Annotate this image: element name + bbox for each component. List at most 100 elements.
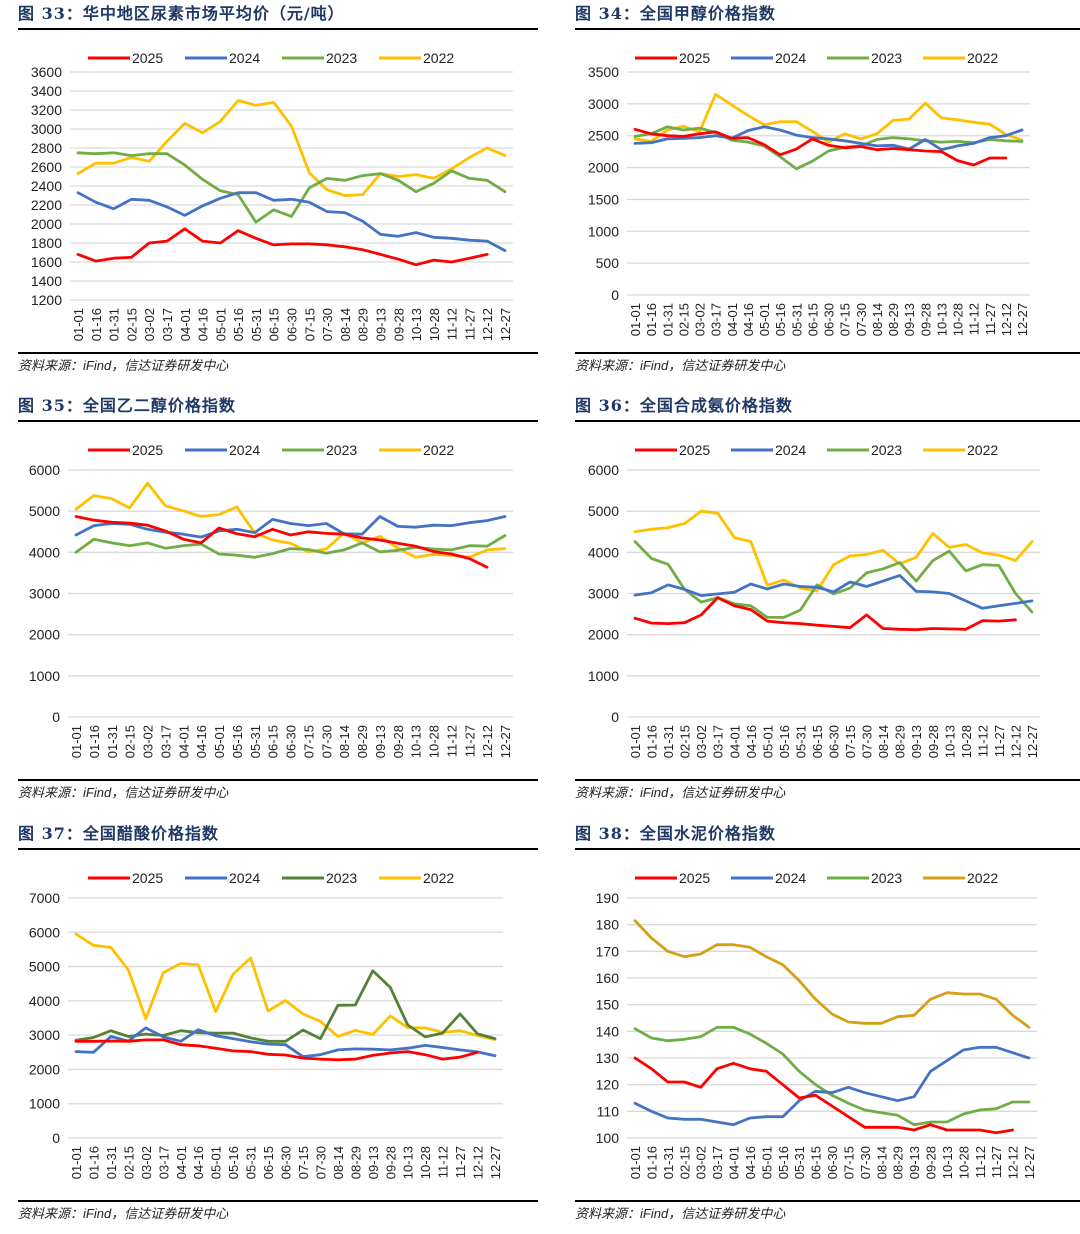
gridlines: [627, 71, 1030, 296]
x-tick-label: 03-02: [139, 1146, 154, 1179]
x-tick-label: 06-15: [810, 725, 825, 758]
x-tick-label: 10-13: [401, 1146, 416, 1179]
x-tick-label: 07-15: [301, 725, 316, 758]
line-chart: 1200 1400 1600 1800 2000 2200 2400 2600 2800 3000…: [31, 50, 513, 341]
legend-item-2022: 2022: [923, 442, 998, 458]
x-tick-label: 12-12: [1008, 725, 1023, 758]
x-tick-label: 12-12: [480, 725, 495, 758]
source-prefix: 资料来源：: [575, 359, 641, 374]
source-rule: [18, 779, 538, 781]
legend-item-2023: 2023: [282, 442, 357, 458]
legend: 2025 2024 2023 2022: [88, 50, 454, 66]
x-tick-label: 11-12: [973, 1146, 988, 1178]
x-tick-label: 11-27: [462, 725, 477, 757]
x-tick-label: 07-30: [320, 308, 335, 341]
chart-panel-fig33: 图 33：华中地区尿素市场平均价（元/吨） 1200 1400 1600 1800 20…: [18, 0, 538, 390]
x-axis: 01-01 01-16 01-31 02-15 03-02 03-17 04-01 04-16…: [628, 725, 1040, 758]
legend-label: 2025: [132, 870, 163, 886]
y-tick-label: 3500: [588, 64, 619, 80]
x-tick-label: 04-01: [178, 308, 193, 341]
x-tick-label: 08-29: [348, 1146, 363, 1179]
x-tick-label: 07-30: [860, 725, 875, 758]
x-tick-label: 05-16: [777, 725, 792, 758]
x-tick-label: 11-12: [967, 303, 982, 335]
legend-item-2022: 2022: [379, 442, 454, 458]
x-tick-label: 07-30: [854, 303, 869, 336]
title-rule: [18, 420, 538, 422]
chart-panel-fig37: 图 37：全国醋酸价格指数 0 1000 2000 3000 4000 5000 6000 7…: [18, 820, 538, 1234]
gridlines: [68, 897, 503, 1139]
legend-label: 2022: [423, 870, 454, 886]
legend-label: 2024: [229, 442, 260, 458]
y-tick-label: 3200: [31, 102, 62, 118]
x-tick-label: 11-12: [975, 725, 990, 757]
source-rule: [18, 352, 538, 354]
x-tick-label: 09-13: [907, 1146, 922, 1179]
x-tick-label: 06-15: [267, 308, 282, 341]
source-note: 资料来源：iFind，信达证券研发中心: [575, 782, 785, 804]
x-tick-label: 11-12: [444, 725, 459, 757]
x-tick-label: 05-31: [248, 725, 263, 758]
legend-item-2024: 2024: [185, 870, 260, 886]
y-tick-label: 4000: [29, 544, 60, 560]
series-line-2025: [76, 227, 489, 267]
x-tick-label: 01-31: [661, 1146, 676, 1179]
x-tick-label: 05-01: [209, 1146, 224, 1179]
y-tick-label: 1000: [588, 668, 619, 684]
x-tick-label: 07-30: [313, 1146, 328, 1179]
y-tick-label: 1000: [29, 1096, 60, 1112]
x-tick-label: 11-27: [453, 1146, 468, 1178]
source-rule: [18, 1200, 538, 1202]
x-tick-label: 07-15: [296, 1146, 311, 1179]
y-tick-label: 130: [596, 1050, 620, 1066]
x-tick-label: 11-27: [989, 1146, 1004, 1178]
y-axis: 1200 1400 1600 1800 2000 2200 2400 2600 2800 3000…: [31, 64, 62, 308]
x-tick-label: 05-31: [792, 1146, 807, 1179]
x-tick-label: 02-15: [123, 725, 138, 758]
x-tick-label: 11-27: [462, 308, 477, 340]
chart-title: 图 34：全国甲醇价格指数: [575, 4, 776, 23]
x-tick-label: 12-27: [488, 1146, 503, 1179]
legend-item-2024: 2024: [731, 870, 806, 886]
legend: 2025 2024 2023 2022: [635, 870, 998, 886]
legend-label: 2024: [775, 442, 806, 458]
x-tick-label: 02-15: [677, 1146, 692, 1179]
x-tick-label: 05-16: [226, 1146, 241, 1179]
legend-item-2025: 2025: [88, 442, 163, 458]
legend-item-2023: 2023: [827, 442, 902, 458]
y-tick-label: 5000: [588, 503, 619, 519]
legend-item-2024: 2024: [731, 442, 806, 458]
chart-panel-fig38: 图 38：全国水泥价格指数 100 110 120 130 140 150 160 170 18…: [575, 820, 1080, 1234]
x-tick-label: 04-01: [727, 725, 742, 758]
x-tick-label: 07-30: [319, 725, 334, 758]
source-ifind: iFind: [640, 1206, 669, 1221]
series-line-2024: [633, 125, 1024, 152]
source-suffix: ，信达证券研发中心: [668, 1207, 786, 1222]
legend-label: 2022: [967, 50, 998, 66]
x-tick-label: 06-15: [261, 1146, 276, 1179]
y-tick-label: 2800: [31, 140, 62, 156]
y-tick-label: 3000: [588, 586, 619, 602]
series-line-2025: [633, 1056, 1014, 1135]
gridlines: [68, 469, 513, 718]
x-tick-label: 03-02: [694, 725, 709, 758]
y-tick-label: 2200: [31, 197, 62, 213]
source-note: 资料来源：iFind，信达证券研发中心: [18, 782, 228, 804]
x-tick-label: 07-15: [838, 303, 853, 336]
x-axis: 01-01 01-16 01-31 02-15 03-02 03-17 04-01 04-16…: [69, 1146, 503, 1179]
x-tick-label: 10-28: [956, 1146, 971, 1179]
y-tick-label: 100: [596, 1130, 620, 1146]
y-tick-label: 0: [611, 709, 619, 725]
series-group: [633, 509, 1034, 632]
gridlines: [70, 71, 513, 301]
y-tick-label: 5000: [29, 959, 60, 975]
y-tick-label: 3000: [31, 121, 62, 137]
x-tick-label: 01-31: [105, 725, 120, 758]
x-tick-label: 10-13: [409, 308, 424, 341]
x-tick-label: 04-01: [725, 303, 740, 336]
x-tick-label: 08-29: [355, 725, 370, 758]
x-tick-label: 01-01: [69, 725, 84, 758]
x-tick-label: 12-12: [471, 1146, 486, 1179]
x-tick-label: 01-01: [628, 1146, 643, 1179]
source-ifind: iFind: [640, 785, 669, 800]
